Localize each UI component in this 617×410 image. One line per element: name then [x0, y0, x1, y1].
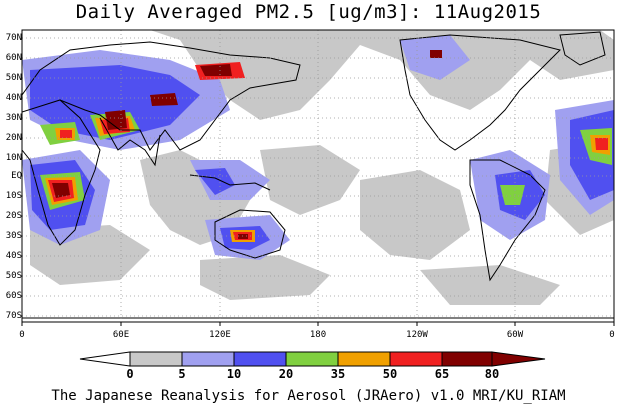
lat-label-10n: 10N [5, 153, 22, 163]
lat-label-20s: 20S [5, 211, 22, 221]
lon-label-120e: 120E [209, 330, 231, 340]
lat-label-50n: 50N [5, 73, 22, 83]
lat-label-40n: 40N [5, 93, 22, 103]
lat-label-30n: 30N [5, 113, 22, 123]
lat-label-60s: 60S [5, 291, 22, 301]
lat-label-70n: 70N [5, 33, 22, 43]
colorbar-seg-80-plus-tip [491, 351, 546, 367]
footer-credit: The Japanese Reanalysis for Aerosol (JRA… [51, 388, 566, 404]
lon-label-60w: 60W [506, 330, 524, 340]
colorbar-seg-5-10 [129, 351, 183, 367]
pm25-level-80-plus [52, 50, 442, 239]
lat-label-10s: 10S [5, 191, 22, 201]
lat-label-70s: 70S [5, 311, 22, 321]
lat-label-30s: 30S [5, 231, 22, 241]
colorbar-seg-65-80 [389, 351, 443, 367]
colorbar-seg-50-65 [337, 351, 391, 367]
lat-label-60n: 60N [5, 53, 22, 63]
lon-label-0: 0 [19, 330, 25, 340]
lon-label-180: 180 [309, 330, 327, 340]
pm25-level-20-35 [30, 65, 614, 250]
lon-label-120w: 120W [406, 330, 428, 340]
colorbar-seg-80-plus-body [441, 351, 493, 367]
lat-label-50s: 50S [5, 271, 22, 281]
colorbar-segments [79, 351, 546, 367]
axis-ticks [21, 322, 615, 326]
colorbar-seg-10-20 [181, 351, 235, 367]
map-title: Daily Averaged PM2.5 [ug/m3]: 11Aug2015 [75, 1, 542, 23]
graticule [22, 30, 614, 322]
lat-label-eq: EQ [11, 171, 22, 181]
colorbar-label-0: 0 [126, 367, 134, 381]
lon-label-60e: 60E [112, 330, 130, 340]
colorbar-label-20: 20 [278, 367, 294, 381]
colorbar-seg-35-50 [285, 351, 339, 367]
colorbar-label-35: 35 [330, 367, 346, 381]
lat-label-20n: 20N [5, 133, 22, 143]
colorbar-label-65: 65 [434, 367, 450, 381]
colorbar-seg-20-35 [233, 351, 287, 367]
colorbar-label-5: 5 [178, 367, 186, 381]
colorbar-label-50: 50 [382, 367, 398, 381]
lat-label-40s: 40S [5, 251, 22, 261]
colorbar-seg-0-5 [79, 351, 131, 367]
colorbar-label-80: 80 [484, 367, 500, 381]
lon-label-0-east: 0 [609, 330, 615, 340]
colorbar-label-10: 10 [226, 367, 242, 381]
